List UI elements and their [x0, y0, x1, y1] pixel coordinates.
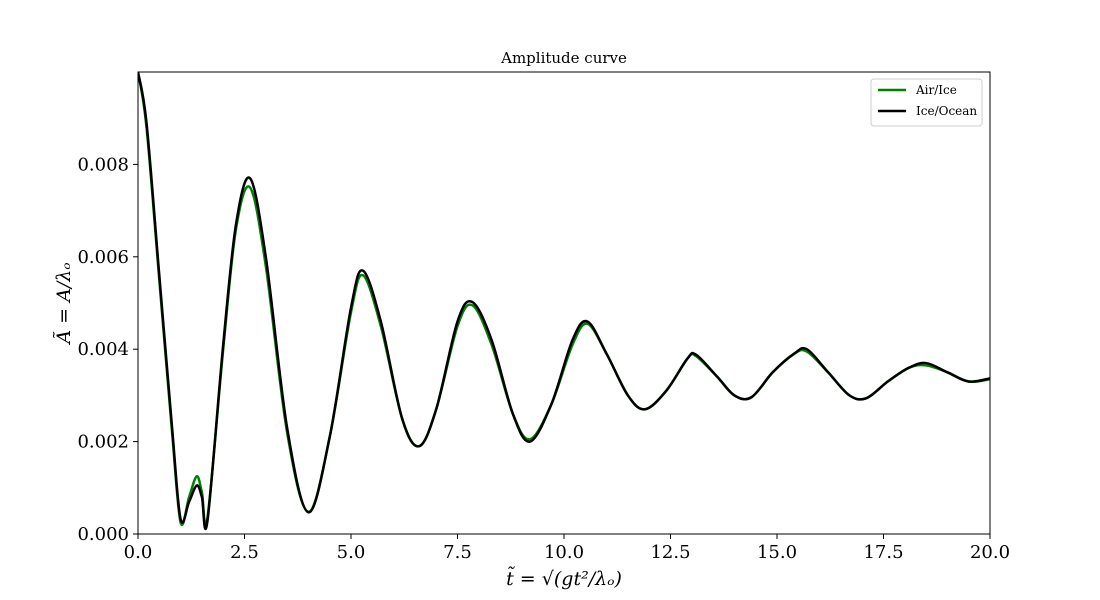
x-tick-label: 7.5: [443, 542, 472, 563]
x-tick-label: 20.0: [970, 542, 1010, 563]
plot-frame: [137, 71, 991, 535]
legend: Air/Ice Ice/Ocean: [870, 78, 983, 127]
series-layer: [138, 72, 990, 531]
x-tick-label: 10.0: [544, 542, 584, 563]
x-axis: 0.0 2.5 5.0 7.5 10.0 12.5 15.0 17.5 20.0: [124, 534, 1010, 563]
x-tick-label: 0.0: [124, 542, 153, 563]
x-tick-label: 17.5: [863, 542, 903, 563]
legend-label-ice-ocean: Ice/Ocean: [916, 104, 977, 118]
series-line-ice-ocean: [138, 72, 990, 531]
y-tick-label: 0.000: [77, 524, 129, 545]
y-axis-label: Ã = A/λₒ: [53, 262, 75, 345]
y-tick-label: 0.006: [77, 247, 129, 268]
x-tick-label: 15.0: [757, 542, 797, 563]
y-tick-label: 0.002: [77, 432, 129, 453]
series-line-air-ice: [138, 72, 990, 527]
x-tick-label: 12.5: [650, 542, 690, 563]
x-axis-label: t̃ = √(gt²/λₒ): [506, 567, 622, 590]
x-tick-label: 5.0: [337, 542, 366, 563]
x-tick-label: 2.5: [230, 542, 259, 563]
y-tick-label: 0.004: [77, 339, 129, 360]
chart-title: Amplitude curve: [500, 49, 627, 67]
y-tick-label: 0.008: [77, 154, 129, 175]
legend-label-air-ice: Air/Ice: [915, 83, 957, 97]
y-axis: 0.000 0.002 0.004 0.006 0.008: [77, 154, 138, 545]
